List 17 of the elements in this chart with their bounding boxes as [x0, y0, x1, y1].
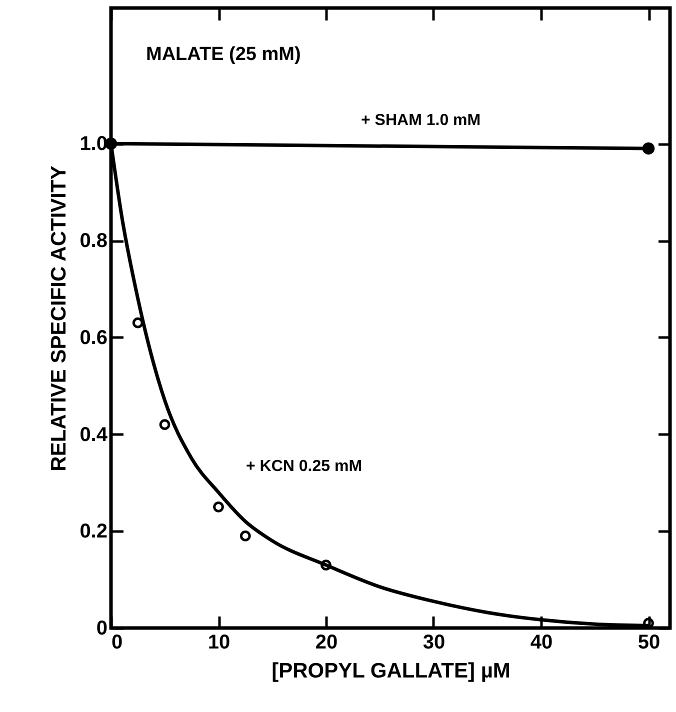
x-tick-label: 0: [112, 632, 123, 654]
y-tick-label: 0.2: [80, 520, 108, 543]
annotation: MALATE (25 mM): [146, 44, 301, 65]
series-label: + SHAM 1.0 mM: [361, 112, 481, 129]
y-tick-label: 0.8: [80, 230, 108, 252]
x-tick-label: 10: [208, 632, 230, 654]
y-tick-label: 0: [96, 618, 108, 640]
x-tick-label: 50: [638, 632, 660, 654]
text: + KCN 0.25 mM: [246, 458, 362, 475]
x-axis-title: [PROPYL GALLATE] µM: [272, 660, 510, 682]
y-tick-label: 1.0: [80, 133, 108, 156]
x-tick-label: 40: [530, 632, 553, 654]
y-tick-label: 0.6: [80, 326, 108, 349]
x-tick-label: 30: [422, 632, 446, 654]
y-tick-label: 0.4: [80, 424, 108, 446]
x-tick-label: 20: [315, 632, 338, 654]
y-axis-title: RELATIVE SPECIFIC ACTIVITY: [48, 166, 71, 472]
